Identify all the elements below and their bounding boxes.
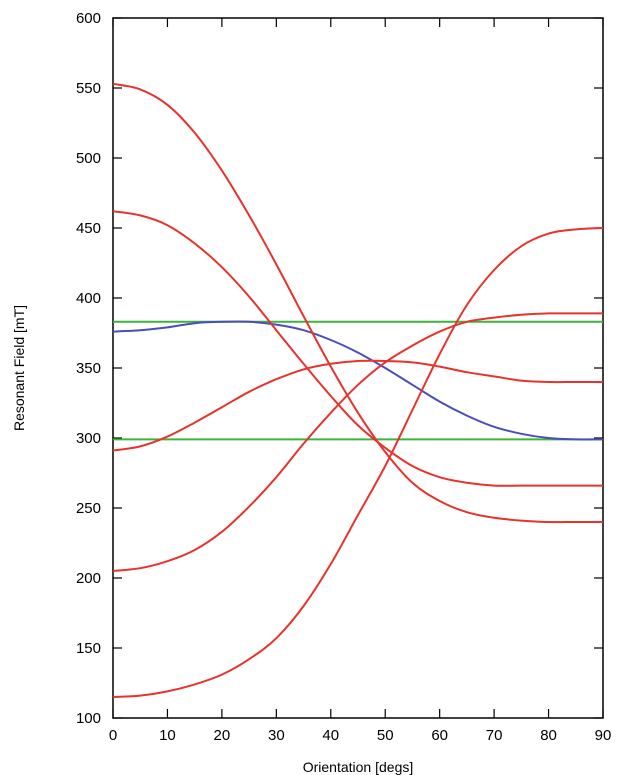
- y-tick-label: 250: [76, 500, 101, 517]
- x-axis-label: Orientation [degs]: [303, 759, 414, 775]
- y-tick-label: 400: [76, 290, 101, 307]
- y-tick-label: 350: [76, 360, 101, 377]
- x-tick-label: 90: [595, 727, 612, 744]
- x-tick-label: 0: [109, 727, 117, 744]
- x-tick-label: 30: [268, 727, 285, 744]
- y-tick-label: 300: [76, 430, 101, 447]
- series-line-red-5: [112, 227, 604, 698]
- x-tick-label: 40: [322, 727, 339, 744]
- y-tick-label: 550: [76, 80, 101, 97]
- x-tick-label: 60: [431, 727, 448, 744]
- y-axis-label: Resonant Field [mT]: [11, 305, 27, 431]
- series-line-red-4: [112, 312, 603, 572]
- x-tick-label: 50: [377, 727, 394, 744]
- y-tick-label: 100: [76, 710, 101, 727]
- y-tick-label: 200: [76, 570, 101, 587]
- x-tick-label: 20: [214, 727, 231, 744]
- series-line-red-3: [112, 359, 603, 452]
- series-line-red-2: [112, 210, 603, 487]
- axis-ticks: 0 10 20 30 40 50 60 70 80 90 100 150 200 250 300 350 400…: [76, 10, 611, 744]
- x-tick-label: 10: [159, 727, 176, 744]
- series-layer: [112, 82, 604, 698]
- y-tick-label: 500: [76, 150, 101, 167]
- y-tick-label: 150: [76, 640, 101, 657]
- y-tick-label: 450: [76, 220, 101, 237]
- y-tick-label: 600: [76, 10, 101, 27]
- x-tick-label: 80: [540, 727, 557, 744]
- series-line-blue-6: [112, 320, 604, 441]
- series-line-red-1: [112, 82, 603, 524]
- x-tick-label: 70: [486, 727, 503, 744]
